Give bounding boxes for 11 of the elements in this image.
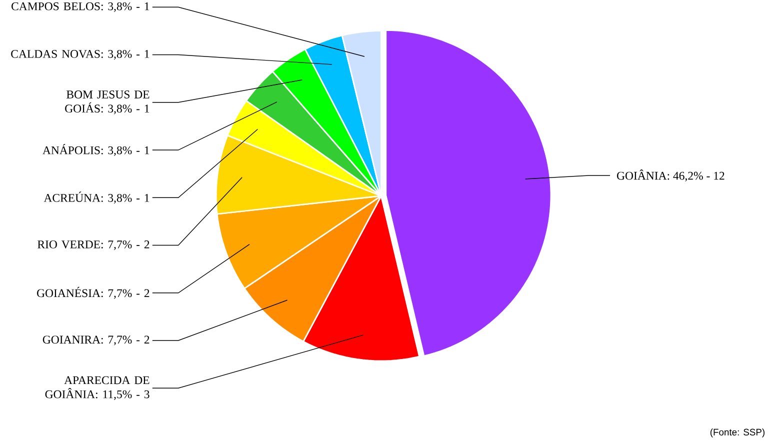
slice-label: GOIÂNIA: 46,2% - 12: [617, 169, 724, 182]
slice-label: RIO VERDE: 7,7% - 2: [38, 240, 150, 250]
slice-label: CAMPOS BELOS: 3,8% - 1: [12, 2, 150, 12]
slice-label: CALDAS NOVAS: 3,8% - 1: [11, 50, 150, 60]
slice-label: APARECIDA DE GOIÂNIA: 11,5% - 3: [45, 376, 150, 400]
slice-label: BOM JESUS DE GOIÁS: 3,8% - 1: [65, 90, 150, 114]
slice-label: ACREÚNA: 3,8% - 1: [44, 192, 150, 204]
slice-label: GOIANIRA: 7,7% - 2: [42, 336, 150, 346]
slice-label: ANÁPOLIS: 3,8% - 1: [42, 144, 150, 156]
text: (Fonte: SSP): [710, 428, 764, 438]
slice-label: GOIANÉSIA: 7,7% - 2: [37, 286, 150, 299]
